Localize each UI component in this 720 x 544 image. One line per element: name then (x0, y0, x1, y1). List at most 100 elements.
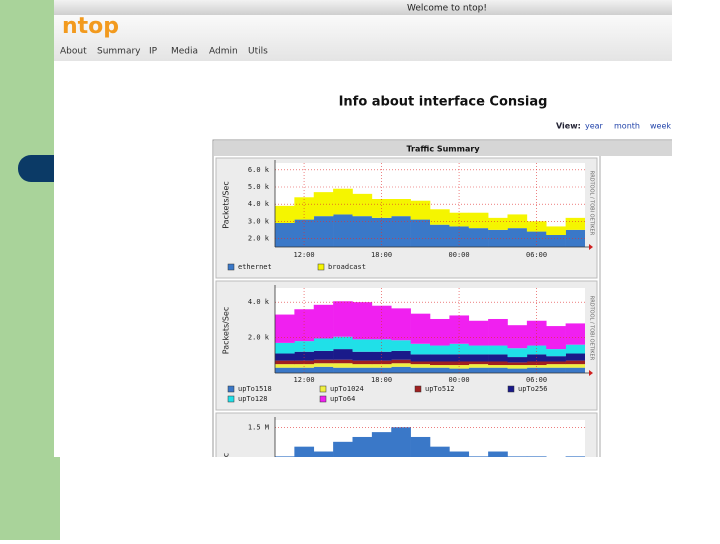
menu-item[interactable]: Admin (209, 47, 238, 57)
area-segment (507, 368, 528, 373)
area-segment (371, 360, 392, 365)
legend-swatch (227, 263, 235, 271)
area-segment (294, 341, 315, 352)
view-link[interactable]: year (585, 122, 604, 131)
area-segment (488, 345, 508, 355)
graph: ethernet broadcast 2.0 k 3.0 k 4.0 k 5.0 k 6.0… (215, 157, 598, 279)
area-segment (546, 461, 566, 500)
legend-label: upTo128 (238, 395, 268, 403)
area-segment (333, 363, 353, 368)
view-link[interactable]: month (614, 122, 640, 131)
y-axis-label: Packets/Sec (222, 181, 231, 228)
legend-label: ethernet (238, 263, 272, 271)
x-tick-label: 18:00 (371, 251, 392, 259)
area-segment (391, 216, 411, 247)
area-segment (275, 360, 295, 365)
area-segment (391, 363, 411, 367)
area-segment (488, 318, 508, 346)
axis-arrow (589, 244, 593, 250)
graph: 1.5 M Sec (215, 412, 598, 503)
legend-label: upTo1518 (238, 385, 272, 393)
area-segment (488, 365, 508, 368)
area-segment (352, 216, 373, 247)
area-segment (430, 224, 450, 247)
area-segment (294, 360, 315, 365)
area-segment (275, 364, 295, 368)
area-segment (352, 367, 373, 373)
logo: ntop (62, 14, 119, 39)
area-segment (294, 309, 315, 342)
area-segment (468, 228, 489, 247)
plot-area (275, 420, 585, 457)
menu-item[interactable]: Summary (97, 47, 141, 57)
area-segment (275, 342, 295, 354)
legend-swatch (317, 263, 325, 271)
area-segment (468, 320, 489, 346)
side-label: RRDTOOL / TOBI OETIKER (589, 296, 595, 361)
panel-header (214, 141, 672, 156)
area-segment (410, 200, 431, 220)
area-segment (352, 339, 373, 352)
area-segment (546, 364, 566, 368)
area-segment (410, 313, 431, 344)
area-segment (468, 354, 489, 362)
area-segment (565, 217, 585, 230)
series-area (275, 301, 585, 373)
legend-label: upTo512 (425, 385, 455, 393)
area-segment (275, 353, 295, 361)
y-axis-label: Packets/Sec (222, 307, 231, 354)
area-segment (275, 205, 295, 223)
area-segment (546, 367, 566, 373)
area-segment (565, 323, 585, 345)
axis-arrow (589, 497, 593, 503)
legend-swatch (319, 385, 327, 393)
area-segment (565, 344, 585, 354)
area-segment (449, 368, 470, 373)
area-segment (410, 364, 431, 368)
graph: upTo1518 upTo1024 upTo512 upTo256 upTo128 upT… (215, 280, 598, 411)
x-tick-label: 00:00 (449, 251, 470, 259)
area-segment (546, 349, 566, 357)
menu-item[interactable]: Media (171, 47, 198, 57)
area-segment (546, 235, 566, 247)
area-segment (391, 366, 411, 373)
legend-label: broadcast (328, 263, 366, 271)
area-segment (468, 212, 489, 229)
y-axis-label: Sec (222, 453, 231, 467)
app-header (54, 15, 672, 61)
area-segment (468, 367, 489, 373)
area-segment (275, 367, 295, 373)
axis-arrow (589, 370, 593, 376)
area-segment (430, 345, 450, 355)
area-segment (313, 451, 334, 457)
x-tick-label: 00:00 (449, 376, 470, 384)
view-link[interactable]: week (650, 122, 671, 131)
area-segment (333, 441, 353, 457)
area-segment (352, 193, 373, 217)
area-segment (488, 367, 508, 373)
area-segment (565, 367, 585, 373)
area-segment (507, 348, 528, 358)
side-bar (0, 0, 60, 540)
menu-item[interactable]: Utils (248, 47, 268, 57)
area-segment (468, 361, 489, 365)
area-segment (449, 315, 470, 344)
heading: Info about interface Consiag (339, 95, 548, 110)
area-segment (371, 432, 392, 457)
area-segment (488, 361, 508, 366)
area-segment (313, 359, 334, 364)
menu-item[interactable]: IP (149, 47, 158, 57)
area-segment (430, 446, 450, 457)
y-tick-label: 4.0 k (248, 200, 270, 208)
legend-swatch (414, 385, 422, 393)
area-segment (526, 231, 547, 247)
menu-item[interactable]: About (60, 47, 87, 57)
area-segment (430, 354, 450, 362)
area-segment (430, 318, 450, 346)
area-segment (507, 214, 528, 229)
area-segment (333, 367, 353, 373)
area-segment (371, 367, 392, 373)
view-label: View: (556, 122, 581, 131)
